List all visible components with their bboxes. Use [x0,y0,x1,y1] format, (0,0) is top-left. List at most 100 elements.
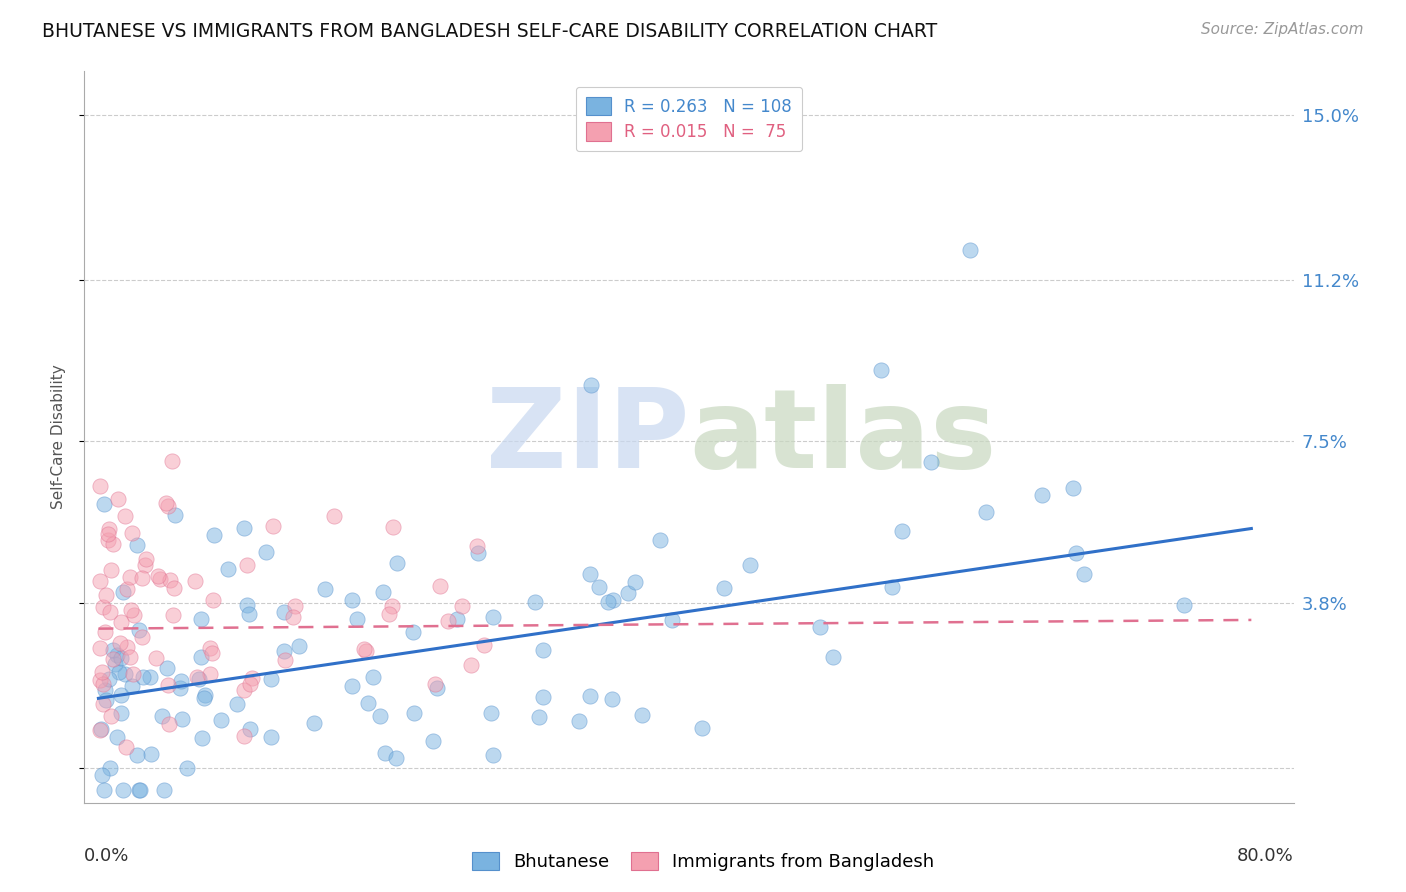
Point [160,454,183,468]
Point [1066,546,1088,560]
Point [127,538,149,552]
Point [472,638,495,652]
Point [188,672,211,686]
Point [198,640,221,655]
Point [115,640,138,654]
Point [97,533,120,547]
Point [134,558,156,572]
Point [880,580,903,594]
Point [314,582,336,596]
Point [254,545,277,559]
Point [631,708,654,723]
Point [381,599,404,613]
Point [121,525,143,540]
Point [98,761,121,775]
Point [260,672,283,686]
Point [870,363,893,377]
Point [162,607,184,622]
Point [1062,481,1084,495]
Point [209,713,232,727]
Point [460,657,482,672]
Point [422,733,444,747]
Point [103,652,125,666]
Point [340,679,363,693]
Point [159,573,181,587]
Point [202,528,225,542]
Point [235,598,257,612]
Point [617,586,640,600]
Point [94,693,117,707]
Point [90,722,112,736]
Point [107,491,129,506]
Point [107,648,129,663]
Point [93,498,115,512]
Point [451,599,474,614]
Point [101,643,124,657]
Point [100,709,122,723]
Point [100,563,122,577]
Point [974,505,997,519]
Point [165,508,187,523]
Point [128,624,150,638]
Point [385,751,408,765]
Point [97,672,120,686]
Point [891,524,914,538]
Point [648,533,671,548]
Point [482,610,505,624]
Point [238,607,260,622]
Point [128,782,150,797]
Point [152,782,174,797]
Point [600,692,623,706]
Point [738,558,761,573]
Point [149,573,172,587]
Point [239,723,262,737]
Point [104,657,127,672]
Point [429,579,451,593]
Point [194,688,217,702]
Point [260,730,283,744]
Legend: Bhutanese, Immigrants from Bangladesh: Bhutanese, Immigrants from Bangladesh [464,845,942,879]
Point [288,639,311,653]
Point [233,521,256,535]
Point [157,499,180,513]
Point [93,782,115,797]
Point [524,594,547,608]
Point [579,689,602,703]
Point [150,708,173,723]
Point [91,697,114,711]
Point [118,570,141,584]
Point [588,580,610,594]
Point [139,670,162,684]
Point [354,643,377,657]
Point [437,614,460,628]
Point [114,666,136,681]
Point [201,646,224,660]
Point [131,670,153,684]
Text: ZIP: ZIP [485,384,689,491]
Point [423,677,446,691]
Point [110,706,132,721]
Point [340,592,363,607]
Point [239,677,262,691]
Y-axis label: Self-Care Disability: Self-Care Disability [51,365,66,509]
Point [157,717,180,731]
Point [155,495,177,509]
Point [233,682,256,697]
Point [101,537,124,551]
Point [89,673,111,687]
Point [131,630,153,644]
Text: 0.0%: 0.0% [84,847,129,864]
Point [322,508,344,523]
Point [527,710,550,724]
Point [236,558,259,572]
Point [190,650,212,665]
Point [217,562,239,576]
Text: Source: ZipAtlas.com: Source: ZipAtlas.com [1201,22,1364,37]
Point [273,605,295,619]
Point [94,682,117,697]
Point [190,612,212,626]
Point [284,599,307,614]
Point [107,730,129,744]
Point [118,649,141,664]
Point [114,509,136,524]
